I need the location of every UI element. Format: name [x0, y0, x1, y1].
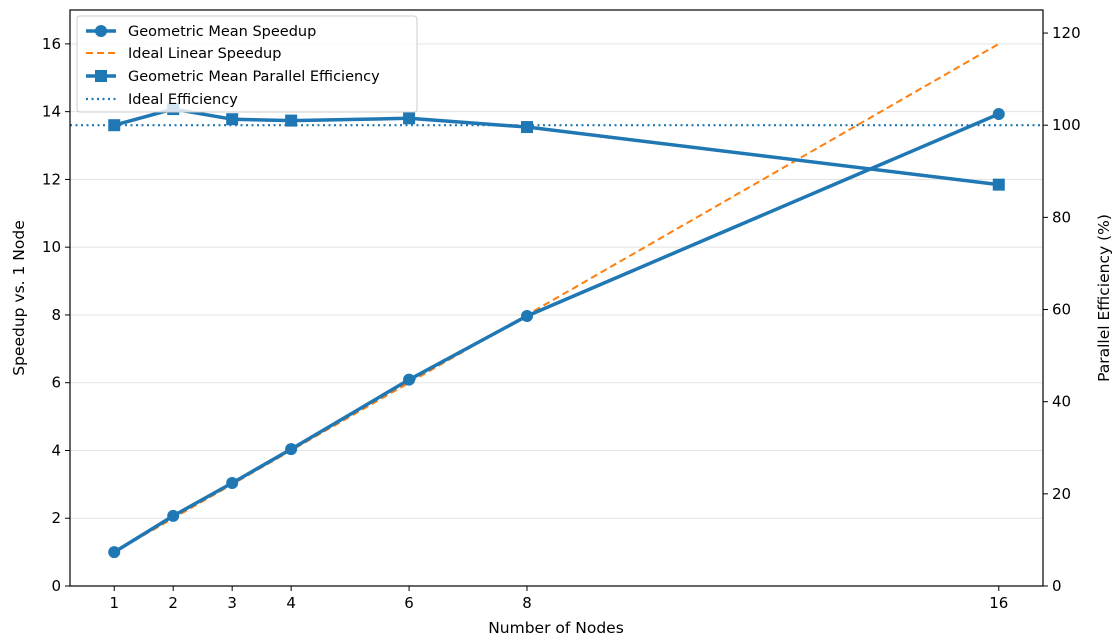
y-tick-label: 4: [51, 441, 61, 459]
y-tick-label: 6: [51, 374, 61, 392]
y-tick-label: 10: [42, 238, 61, 256]
y-axis-left: 0 2 4 6 8 10 12 14 16: [42, 35, 70, 595]
legend: Geometric Mean Speedup Ideal Linear Speed…: [76, 15, 418, 113]
y2-tick-label: 60: [1052, 301, 1071, 319]
efficiency-point: [285, 114, 298, 127]
speedup-point: [226, 476, 239, 489]
efficiency-point: [521, 121, 534, 134]
efficiency-point: [108, 119, 121, 132]
speedup-point: [403, 373, 416, 386]
y2-axis-label: Parallel Efficiency (%): [1095, 214, 1113, 382]
legend-marker: [95, 25, 107, 37]
y-tick-label: 2: [51, 509, 61, 527]
x-tick-label: 16: [989, 594, 1008, 612]
speedup-point: [167, 509, 180, 522]
speedup-point: [992, 108, 1005, 121]
y2-tick-label: 100: [1052, 116, 1081, 134]
x-tick-label: 1: [109, 594, 119, 612]
series-layer: [70, 43, 1043, 559]
plot-frame: [69, 9, 1044, 587]
y-axis-label: Speedup vs. 1 Node: [10, 220, 28, 376]
x-tick-label: 6: [404, 594, 414, 612]
y2-tick-label: 80: [1052, 208, 1071, 226]
y-tick-label: 8: [51, 306, 61, 324]
efficiency-line: [113, 107, 999, 187]
efficiency-point: [992, 178, 1005, 191]
x-tick-label: 4: [286, 594, 296, 612]
legend-marker: [95, 70, 107, 82]
legend-label: Ideal Efficiency: [128, 92, 238, 108]
legend-frame: [76, 15, 418, 113]
speedup-point: [285, 443, 298, 456]
x-tick-label: 3: [227, 594, 237, 612]
y-axis-right: 0 20 40 60 80 100 120: [1043, 24, 1081, 595]
efficiency-point: [226, 113, 239, 126]
y2-tick-label: 20: [1052, 485, 1071, 503]
legend-label: Ideal Linear Speedup: [128, 46, 281, 62]
y-tick-label: 0: [51, 577, 61, 595]
speedup-point: [521, 309, 534, 322]
y2-tick-label: 40: [1052, 393, 1071, 411]
y-tick-label: 12: [42, 170, 61, 188]
x-tick-label: 2: [168, 594, 178, 612]
y-tick-label: 16: [42, 35, 61, 53]
y2-tick-label: 120: [1052, 24, 1081, 42]
legend-label: Geometric Mean Parallel Efficiency: [128, 69, 380, 85]
x-tick-label: 8: [522, 594, 532, 612]
x-axis-label: Number of Nodes: [488, 619, 624, 637]
efficiency-point: [403, 112, 416, 125]
y2-tick-label: 0: [1052, 577, 1062, 595]
speedup-point: [108, 546, 121, 559]
y-tick-label: 14: [42, 103, 61, 121]
legend-label: Geometric Mean Speedup: [128, 24, 316, 40]
x-axis: 1 2 3 4 6 8 16: [109, 586, 1008, 612]
